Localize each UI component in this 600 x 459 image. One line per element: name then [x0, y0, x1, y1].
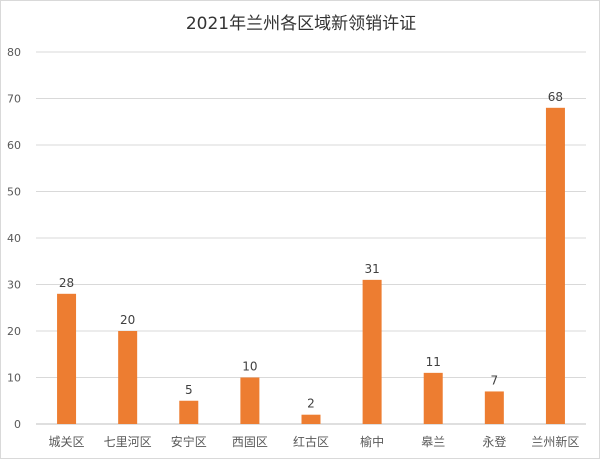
data-label: 7: [491, 373, 499, 387]
y-tick-label: 10: [7, 372, 21, 385]
y-tick-label: 60: [7, 139, 21, 152]
x-tick-label: 皋兰: [421, 434, 445, 449]
y-tick-label: 20: [7, 325, 21, 338]
y-tick-label: 40: [7, 232, 21, 245]
x-tick-label: 永登: [482, 434, 506, 449]
y-tick-label: 50: [7, 186, 21, 199]
bar: [179, 400, 199, 424]
data-label: 20: [120, 313, 135, 327]
bar: [423, 372, 443, 424]
data-label: 10: [242, 360, 257, 374]
bar: [118, 331, 138, 424]
data-label: 2: [307, 397, 315, 411]
data-label: 11: [426, 355, 441, 369]
bar: [362, 279, 382, 424]
bar: [57, 293, 77, 424]
y-tick-label: 80: [7, 46, 21, 59]
y-tick-label: 70: [7, 93, 21, 106]
data-label: 28: [59, 276, 74, 290]
bar: [301, 414, 321, 424]
x-tick-label: 七里河区: [104, 435, 152, 449]
x-tick-label: 安宁区: [171, 434, 207, 449]
bar: [545, 107, 565, 425]
x-tick-label: 兰州新区: [531, 434, 579, 449]
x-tick-label: 榆中: [360, 434, 384, 449]
data-label: 5: [185, 383, 193, 397]
bar: [240, 377, 260, 424]
chart-title: 2021年兰州各区域新领销许证: [185, 14, 417, 34]
data-label: 31: [364, 262, 379, 276]
y-tick-label: 30: [7, 279, 21, 292]
x-tick-label: 城关区: [49, 435, 85, 449]
data-label: 68: [548, 90, 563, 104]
bar: [484, 391, 504, 424]
x-tick-label: 西固区: [232, 435, 268, 449]
x-tick-label: 红古区: [293, 434, 329, 449]
y-tick-label: 0: [14, 418, 21, 431]
